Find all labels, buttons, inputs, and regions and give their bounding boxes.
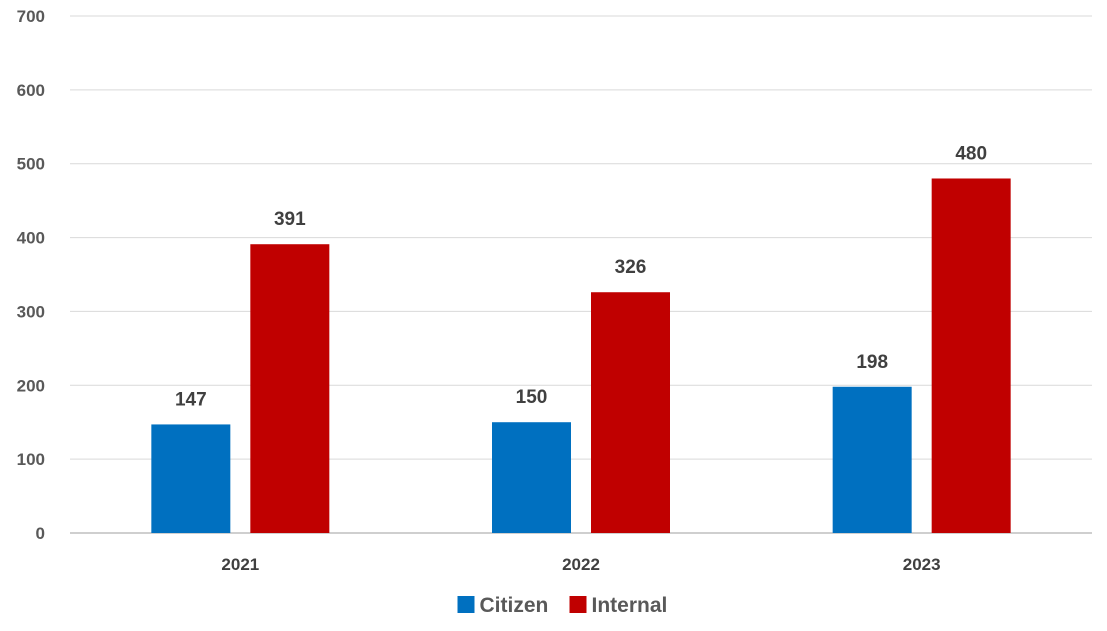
bar-citizen-2023 <box>832 386 912 533</box>
y-tick-label: 400 <box>17 229 45 248</box>
legend-label-citizen: Citizen <box>480 594 549 617</box>
bars <box>151 178 1011 533</box>
legend: Citizen Internal <box>457 594 668 617</box>
data-label-citizen-2021: 147 <box>175 389 207 410</box>
y-tick-label: 600 <box>17 81 45 100</box>
gridlines <box>70 15 1092 534</box>
legend-label-internal: Internal <box>592 594 668 617</box>
y-tick-label: 300 <box>17 302 45 321</box>
y-tick-label: 100 <box>17 450 45 469</box>
data-label-internal-2023: 480 <box>955 143 987 164</box>
bar-internal-2022 <box>591 292 670 533</box>
x-tick-label: 2021 <box>221 555 259 574</box>
legend-swatch-internal <box>569 596 587 613</box>
data-label-citizen-2023: 198 <box>856 352 888 373</box>
x-tick-label: 2022 <box>562 555 600 574</box>
data-label-internal-2021: 391 <box>274 209 306 230</box>
y-tick-label: 500 <box>17 155 45 174</box>
data-label-internal-2022: 326 <box>615 257 647 278</box>
y-tick-label: 0 <box>36 524 45 543</box>
data-label-citizen-2022: 150 <box>516 387 548 408</box>
x-tick-label: 2023 <box>903 555 941 574</box>
bar-internal-2023 <box>931 178 1011 533</box>
y-tick-label: 200 <box>17 376 45 395</box>
bar-citizen-2021 <box>151 424 231 533</box>
bar-internal-2021 <box>250 244 330 533</box>
bar-citizen-2022 <box>492 422 571 533</box>
data-labels: 147 391 150 326 198 480 <box>175 143 987 410</box>
y-tick-label: 700 <box>17 7 45 26</box>
legend-swatch-citizen <box>457 596 475 613</box>
y-axis-ticks: 0 100 200 300 400 500 600 700 <box>17 7 45 543</box>
x-axis-ticks: 2021 2022 2023 <box>221 555 940 574</box>
